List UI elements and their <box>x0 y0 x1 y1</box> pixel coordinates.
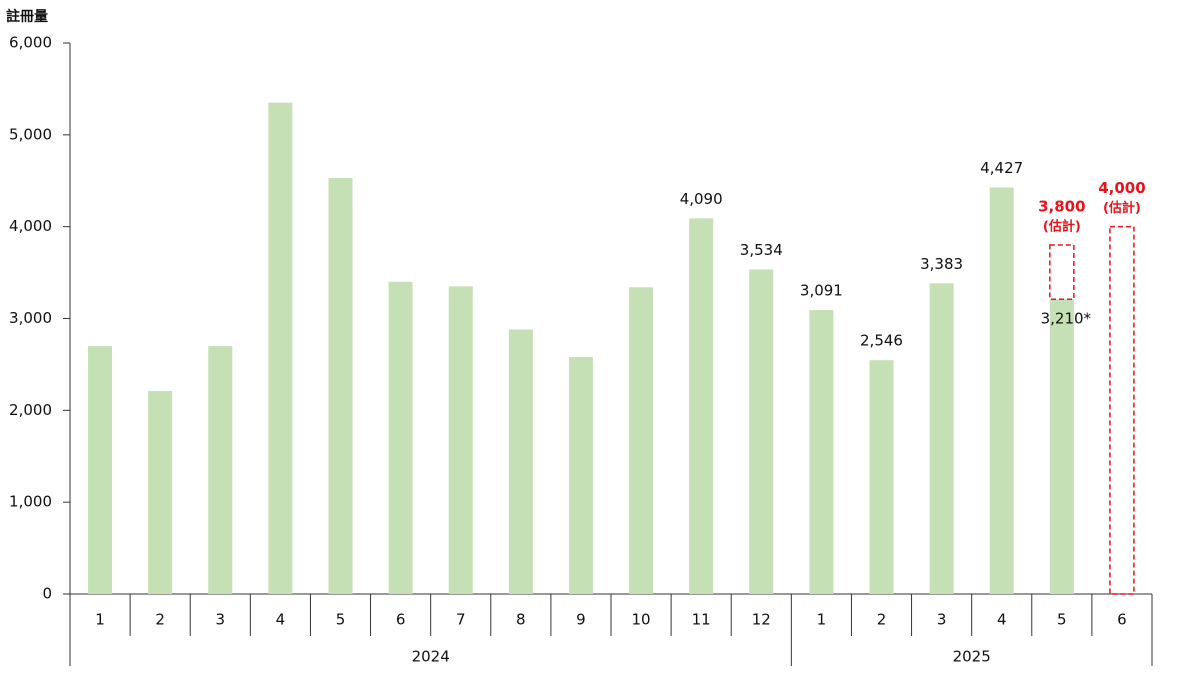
x-tick-label: 1 <box>95 611 105 629</box>
estimate-label: 4,000 <box>1098 179 1145 197</box>
x-tick-label: 6 <box>396 611 406 629</box>
bar <box>148 391 173 594</box>
bar <box>448 286 473 594</box>
group-label: 2024 <box>412 648 450 666</box>
bar <box>268 102 293 595</box>
bar <box>929 283 954 594</box>
bar <box>388 281 413 594</box>
y-tick-label: 6,000 <box>9 34 52 52</box>
x-tick-label: 11 <box>692 611 711 629</box>
bar <box>629 287 654 594</box>
y-tick-label: 5,000 <box>9 125 52 143</box>
y-tick-label: 0 <box>42 585 52 603</box>
x-tick-label: 4 <box>276 611 286 629</box>
bar <box>328 177 353 594</box>
value-label: 3,534 <box>740 241 783 259</box>
bar <box>989 187 1014 594</box>
x-tick-label: 9 <box>576 611 586 629</box>
bar <box>568 357 593 594</box>
y-tick-label: 3,000 <box>9 309 52 327</box>
value-label: 4,427 <box>980 159 1023 177</box>
bar <box>689 218 714 594</box>
x-tick-label: 3 <box>216 611 226 629</box>
estimate-note: (估計) <box>1043 219 1081 235</box>
x-tick-label: 3 <box>937 611 947 629</box>
x-tick-label: 4 <box>997 611 1007 629</box>
x-tick-label: 5 <box>1057 611 1067 629</box>
bar <box>869 360 894 594</box>
x-tick-label: 7 <box>456 611 466 629</box>
y-axis-label: 註冊量 <box>6 8 48 25</box>
value-label: 3,383 <box>920 255 963 273</box>
x-tick-label: 2 <box>877 611 887 629</box>
bar <box>1049 299 1074 594</box>
x-tick-label: 1 <box>817 611 827 629</box>
y-tick-label: 4,000 <box>9 217 52 235</box>
x-tick-label: 2 <box>155 611 165 629</box>
x-tick-label: 5 <box>336 611 346 629</box>
estimate-box <box>1049 244 1075 300</box>
x-tick-label: 6 <box>1117 611 1127 629</box>
estimate-note: (估計) <box>1103 200 1141 216</box>
estimate-label: 3,800 <box>1038 198 1085 216</box>
group-label: 2025 <box>953 648 991 666</box>
x-tick-label: 8 <box>516 611 526 629</box>
x-tick-label: 12 <box>752 611 771 629</box>
value-label: 2,546 <box>860 332 903 350</box>
bar <box>749 269 774 594</box>
y-tick-label: 1,000 <box>9 493 52 511</box>
x-tick-label: 10 <box>632 611 651 629</box>
estimate-box <box>1109 225 1135 595</box>
value-label: 4,090 <box>680 190 723 208</box>
value-label: 3,091 <box>800 282 843 300</box>
value-label: 3,210* <box>1041 310 1092 328</box>
bar <box>809 310 834 594</box>
bar <box>208 346 233 594</box>
bar <box>88 346 113 594</box>
bar <box>508 329 533 594</box>
y-tick-label: 2,000 <box>9 401 52 419</box>
